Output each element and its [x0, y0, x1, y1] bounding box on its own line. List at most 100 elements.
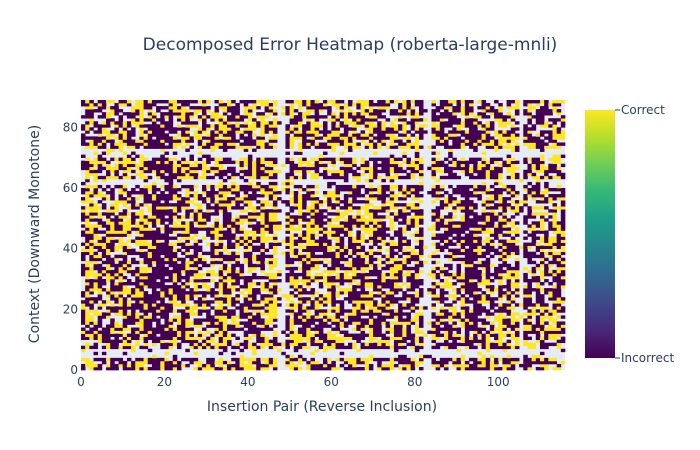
heatmap-cell — [435, 242, 441, 246]
heatmap-cell — [243, 260, 249, 265]
heatmap-cell — [368, 357, 374, 362]
heatmap-cell — [227, 333, 232, 337]
heatmap-cell — [439, 236, 445, 240]
heatmap-cell — [197, 297, 203, 301]
heatmap-cell — [210, 227, 215, 231]
heatmap-cell — [473, 224, 478, 228]
heatmap-cell — [302, 218, 307, 222]
heatmap-cell — [231, 366, 236, 371]
heatmap-cell — [310, 206, 315, 210]
heatmap-cell — [556, 242, 562, 246]
heatmap-cell — [381, 345, 386, 350]
heatmap-cell — [272, 333, 278, 337]
heatmap-cell — [556, 272, 562, 277]
heatmap-cell — [277, 278, 282, 283]
heatmap-cell — [339, 215, 345, 219]
heatmap-cell — [410, 191, 416, 195]
heatmap-cell — [494, 366, 499, 371]
heatmap-cell — [352, 345, 357, 350]
heatmap-cell — [510, 366, 516, 371]
heatmap-cell — [214, 272, 220, 277]
heatmap-cell — [544, 257, 549, 262]
heatmap-cell — [485, 294, 491, 298]
heatmap-cell — [227, 360, 232, 365]
heatmap-cell — [147, 184, 153, 189]
heatmap-cell — [168, 248, 174, 253]
heatmap-cell — [147, 230, 153, 234]
heatmap-cell — [381, 224, 386, 228]
heatmap-cell — [168, 366, 174, 371]
heatmap-cell — [398, 233, 403, 237]
heatmap-cell — [373, 345, 378, 350]
heatmap-cell — [406, 212, 411, 216]
heatmap-cell — [126, 221, 132, 225]
heatmap-cell — [81, 348, 86, 353]
heatmap-cell — [410, 339, 416, 344]
heatmap-cell — [444, 239, 449, 243]
heatmap-cell — [247, 291, 253, 295]
heatmap-cell — [302, 263, 307, 268]
heatmap-cell — [227, 336, 232, 341]
heatmap-cell — [339, 288, 345, 292]
heatmap-cell — [535, 263, 541, 268]
heatmap-cell — [406, 336, 411, 341]
heatmap-cell — [456, 251, 462, 256]
heatmap-cell — [176, 345, 182, 350]
heatmap-cell — [485, 278, 491, 283]
heatmap-cell — [444, 191, 449, 195]
heatmap-cell — [439, 245, 445, 249]
heatmap-cell — [339, 324, 345, 328]
heatmap-cell — [97, 336, 103, 341]
heatmap-cell — [243, 297, 249, 301]
heatmap-cell — [106, 294, 111, 298]
heatmap-cell — [135, 272, 140, 277]
heatmap-cell — [444, 242, 449, 246]
heatmap-cell — [85, 227, 90, 231]
heatmap-cell — [314, 200, 320, 204]
heatmap-cell — [510, 230, 516, 234]
heatmap-cell — [439, 288, 445, 292]
heatmap-cell — [368, 230, 374, 234]
heatmap-cell — [122, 266, 128, 271]
heatmap-cell — [368, 178, 374, 183]
heatmap-cell — [469, 269, 474, 274]
heatmap-cell — [227, 251, 232, 256]
heatmap-cell — [297, 357, 303, 362]
heatmap-cell — [477, 318, 482, 322]
heatmap-cell — [189, 187, 194, 192]
heatmap-cell — [293, 303, 299, 307]
heatmap-cell — [393, 275, 399, 280]
heatmap-cell — [556, 236, 562, 240]
heatmap-cell — [176, 278, 182, 283]
heatmap-cell — [548, 357, 553, 362]
heatmap-cell — [122, 251, 128, 256]
heatmap-cell — [297, 303, 303, 307]
heatmap-cell — [293, 294, 299, 298]
heatmap-cell — [381, 230, 386, 234]
heatmap-cell — [473, 360, 478, 365]
heatmap-cell — [335, 321, 341, 325]
heatmap-cell — [122, 257, 128, 262]
heatmap-cell — [97, 212, 103, 216]
heatmap-cell — [85, 294, 90, 298]
heatmap-cell — [460, 187, 466, 192]
heatmap-cell — [81, 266, 86, 271]
heatmap-cell — [552, 260, 557, 265]
heatmap-cell — [485, 363, 491, 368]
heatmap-cell — [285, 354, 290, 359]
heatmap-cell — [481, 327, 487, 331]
heatmap-cell — [181, 230, 186, 234]
heatmap-cell — [268, 300, 274, 304]
heatmap-cell — [335, 366, 341, 371]
heatmap-cell — [418, 236, 424, 240]
heatmap-cell — [535, 333, 541, 337]
heatmap-cell — [222, 257, 228, 262]
heatmap-cell — [339, 248, 345, 253]
heatmap-cell — [206, 203, 211, 207]
heatmap-cell — [239, 291, 245, 295]
heatmap-cell — [252, 197, 257, 201]
heatmap-cell — [527, 245, 532, 249]
heatmap-cell — [110, 297, 115, 301]
heatmap-cell — [481, 333, 487, 337]
heatmap-cell — [185, 254, 190, 259]
